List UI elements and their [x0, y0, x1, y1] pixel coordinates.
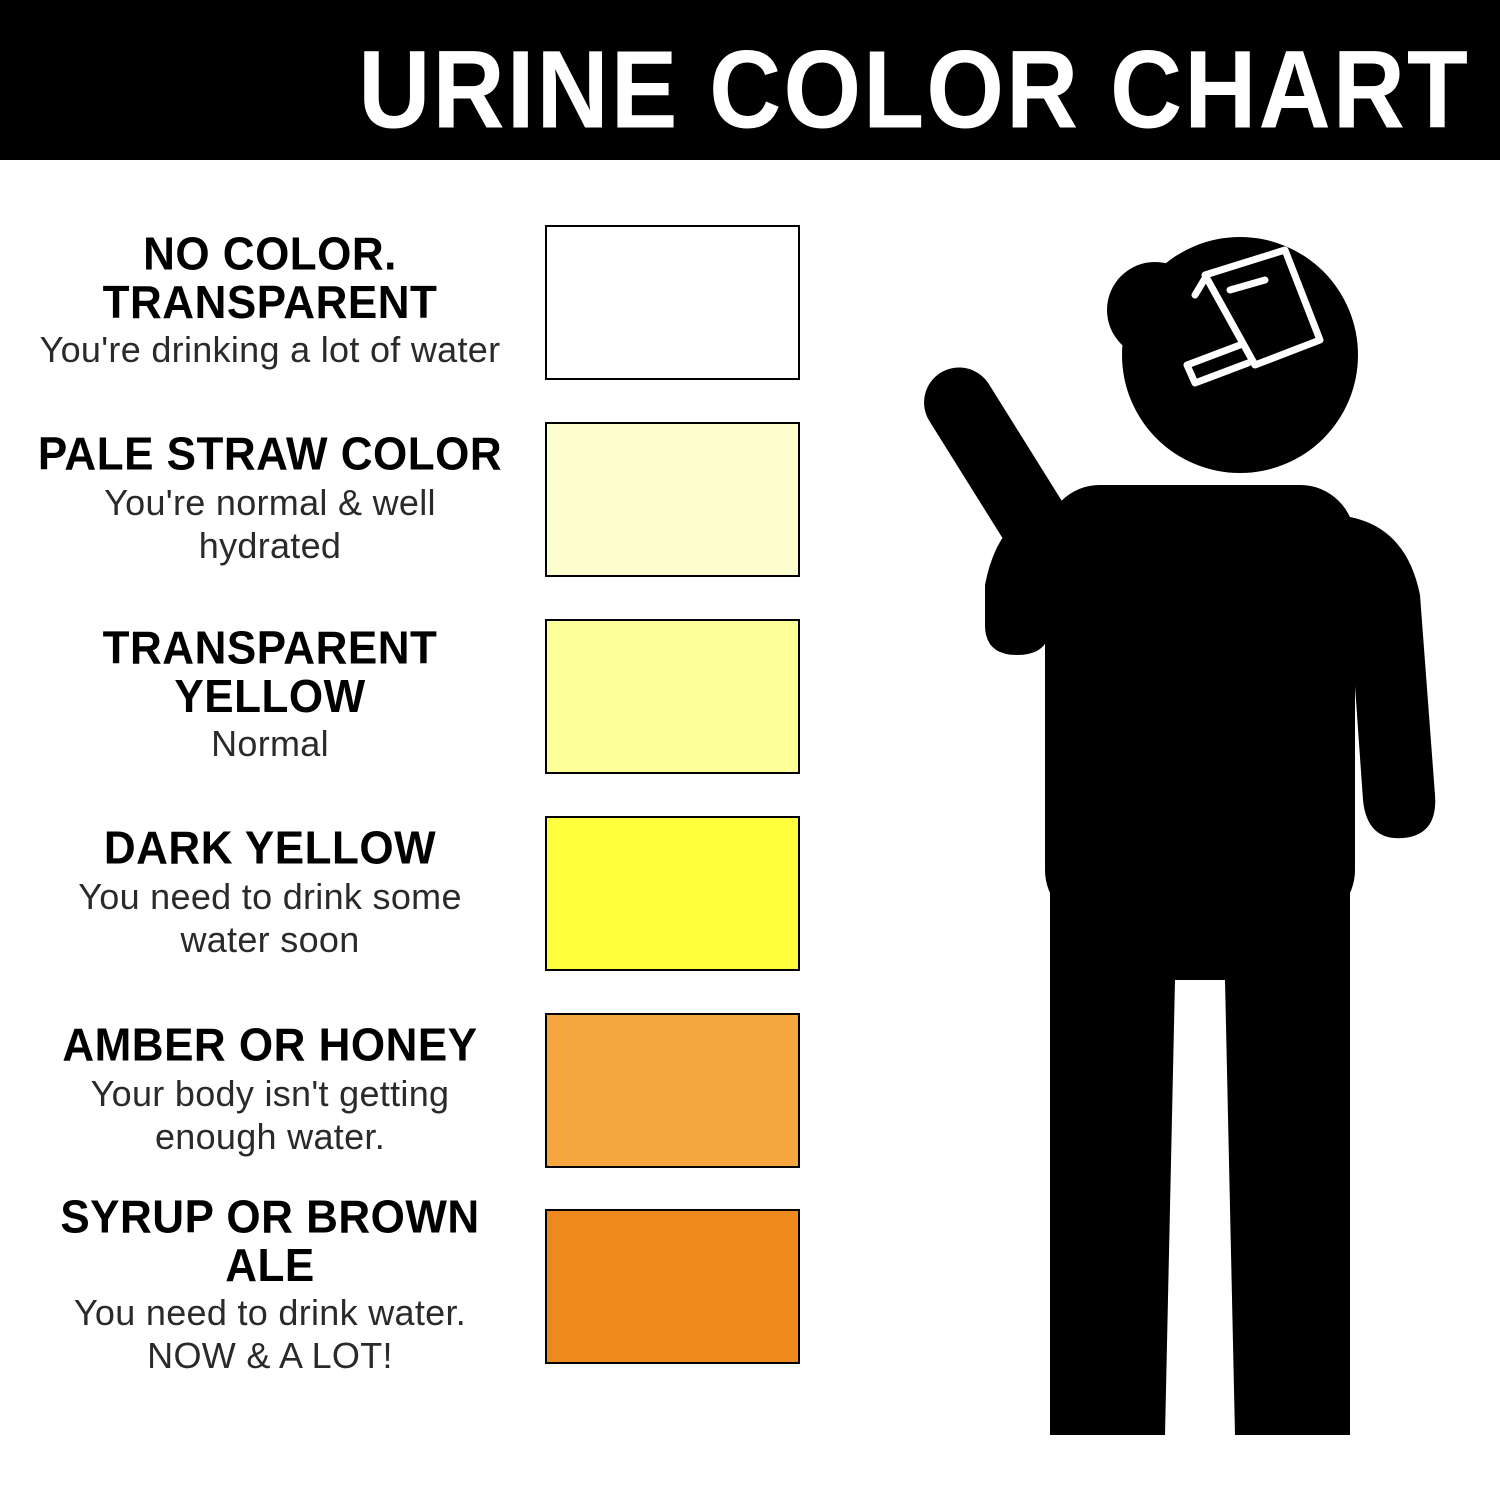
row-desc: You're drinking a lot of water: [40, 329, 501, 371]
row-desc: Normal: [211, 723, 329, 765]
row-desc: Your body isn't getting enough water.: [30, 1073, 510, 1158]
row-title: AMBER OR HONEY: [62, 1022, 477, 1070]
row-title: PALE STRAW COLOR: [38, 431, 502, 479]
drinking-person-icon: [845, 235, 1470, 1455]
row-text: DARK YELLOW You need to drink some water…: [30, 826, 510, 961]
color-swatch: [545, 1209, 800, 1364]
row-title: SYRUP OR BROWN ALE: [30, 1194, 510, 1291]
color-row: PALE STRAW COLOR You're normal & well hy…: [0, 422, 800, 577]
row-text: NO COLOR. TRANSPARENT You're drinking a …: [30, 233, 510, 372]
page-title: URINE COLOR CHART: [358, 27, 1470, 154]
color-row: DARK YELLOW You need to drink some water…: [0, 816, 800, 971]
row-title: TRANSPARENT YELLOW: [30, 625, 510, 722]
header-bar: URINE COLOR CHART: [0, 0, 1500, 160]
row-title: DARK YELLOW: [104, 825, 436, 873]
color-swatch: [545, 619, 800, 774]
color-row: TRANSPARENT YELLOW Normal: [0, 619, 800, 774]
row-desc: You need to drink some water soon: [30, 876, 510, 961]
row-text: SYRUP OR BROWN ALE You need to drink wat…: [30, 1196, 510, 1377]
content: NO COLOR. TRANSPARENT You're drinking a …: [0, 160, 1500, 1500]
row-text: PALE STRAW COLOR You're normal & well hy…: [30, 432, 510, 567]
color-row: AMBER OR HONEY Your body isn't getting e…: [0, 1013, 800, 1168]
row-desc: You're normal & well hydrated: [30, 482, 510, 567]
color-swatch: [545, 816, 800, 971]
row-desc: You need to drink water. NOW & A LOT!: [30, 1292, 510, 1377]
row-text: TRANSPARENT YELLOW Normal: [30, 627, 510, 766]
color-row: SYRUP OR BROWN ALE You need to drink wat…: [0, 1196, 800, 1377]
color-swatch: [545, 1013, 800, 1168]
color-row: NO COLOR. TRANSPARENT You're drinking a …: [0, 225, 800, 380]
row-title: NO COLOR. TRANSPARENT: [30, 231, 510, 328]
color-rows: NO COLOR. TRANSPARENT You're drinking a …: [0, 225, 800, 1405]
color-swatch: [545, 422, 800, 577]
color-swatch: [545, 225, 800, 380]
row-text: AMBER OR HONEY Your body isn't getting e…: [30, 1023, 510, 1158]
